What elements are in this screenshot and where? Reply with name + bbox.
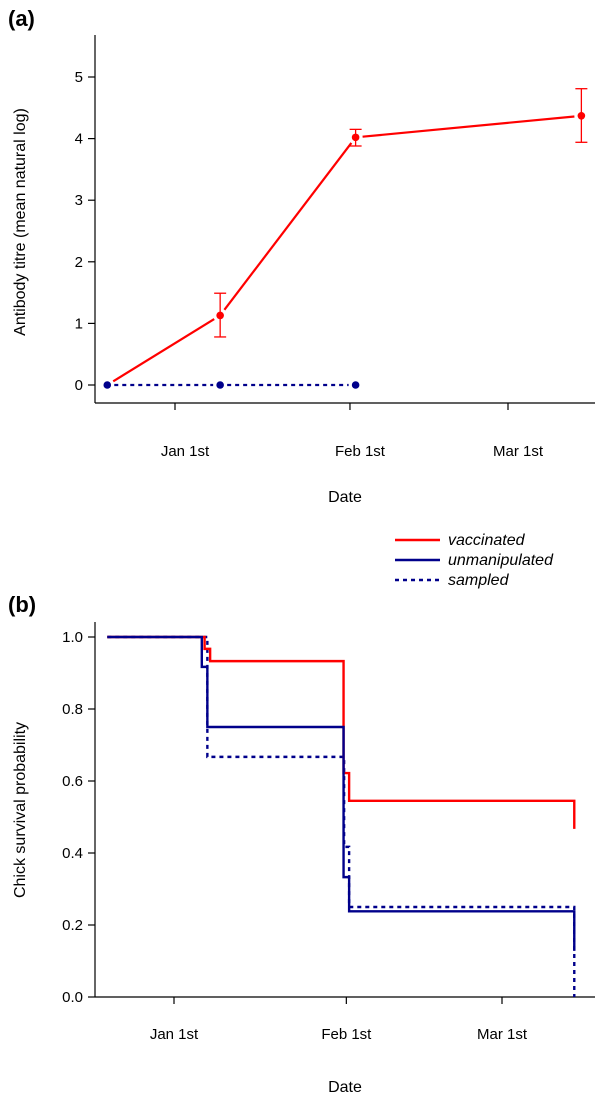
x-tick-label: Jan 1st	[161, 443, 210, 460]
data-point	[103, 381, 112, 389]
y-tick-label: 1.0	[62, 629, 83, 646]
data-point	[351, 133, 360, 142]
y-tick-label: 5	[75, 69, 83, 86]
legend-label: vaccinated	[448, 532, 526, 549]
series-segment	[362, 115, 575, 138]
x-tick-label: Feb 1st	[335, 443, 386, 460]
y-tick-label: 2	[75, 254, 83, 271]
survival-curve-sampled	[107, 635, 576, 997]
panel-b-y-ticks: 0.0 0.2 0.4 0.6 0.8 1.0	[62, 629, 95, 1006]
panel-a-x-title: Date	[328, 489, 362, 506]
panel-a-x-ticks: Jan 1st Feb 1st Mar 1st	[161, 403, 544, 460]
y-tick-label: 1	[75, 315, 83, 332]
survival-curve-unmanipulated	[107, 635, 576, 951]
panel-b: (b) 0.0 0.2 0.4 0.6 0.8 1.0 Jan 1st Feb 1st Mar…	[8, 592, 595, 1096]
panel-b-label: (b)	[8, 592, 36, 617]
panel-a-y-ticks: 0 1 2 3 4 5	[75, 69, 95, 394]
y-tick-label: 0.6	[62, 773, 83, 790]
y-tick-label: 0.8	[62, 701, 83, 718]
y-tick-label: 0	[75, 377, 83, 394]
series-segment	[223, 142, 353, 311]
y-tick-label: 0.2	[62, 917, 83, 934]
panel-b-y-title: Chick survival probability	[12, 722, 29, 898]
data-point	[216, 381, 224, 389]
panel-a-y-title: Antibody titre (mean natural log)	[12, 108, 29, 336]
y-tick-label: 0.0	[62, 989, 83, 1006]
data-point	[351, 381, 360, 389]
panel-a-marks	[103, 88, 588, 389]
x-tick-label: Mar 1st	[477, 1026, 528, 1043]
data-point	[577, 112, 586, 120]
legend: vaccinated unmanipulated sampled	[395, 532, 554, 589]
y-tick-label: 4	[75, 131, 83, 148]
y-tick-label: 0.4	[62, 845, 83, 862]
legend-label: sampled	[448, 572, 510, 589]
data-point	[216, 311, 224, 320]
legend-label: unmanipulated	[448, 552, 554, 569]
series-sampled	[103, 381, 360, 389]
panel-b-x-title: Date	[328, 1079, 362, 1096]
x-tick-label: Mar 1st	[493, 443, 544, 460]
panel-a: (a) 0 1 2 3 4 5 Jan 1st Feb 1st Mar 1st Date An…	[8, 6, 595, 506]
y-tick-label: 3	[75, 192, 83, 209]
survival-curve-vaccinated	[107, 635, 576, 829]
panel-b-x-ticks: Jan 1st Feb 1st Mar 1st	[150, 997, 528, 1043]
panel-a-label: (a)	[8, 6, 35, 31]
series-vaccinated	[112, 88, 588, 383]
series-segment	[112, 318, 215, 383]
panel-b-marks	[107, 635, 576, 997]
x-tick-label: Jan 1st	[150, 1026, 199, 1043]
x-tick-label: Feb 1st	[321, 1026, 372, 1043]
